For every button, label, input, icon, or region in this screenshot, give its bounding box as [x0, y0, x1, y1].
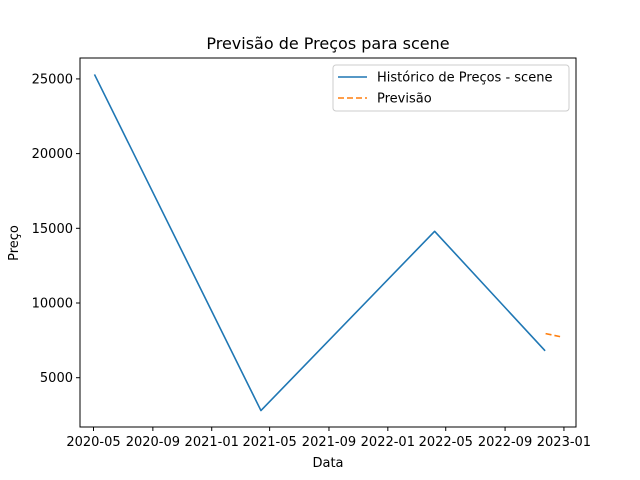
legend-label: Histórico de Preços - scene	[377, 71, 552, 86]
x-tick-label: 2022-09	[478, 435, 532, 450]
legend-box	[332, 64, 570, 112]
y-axis-label: Preço	[7, 225, 22, 261]
y-tick-label: 25000	[32, 72, 73, 87]
legend-label: Previsão	[377, 92, 432, 107]
y-axis-ticks: 5000 10000 15000 20000 25000	[32, 72, 80, 386]
y-tick-label: 10000	[32, 297, 73, 312]
x-tick-label: 2023-01	[537, 435, 591, 450]
legend: Histórico de Preços - scene Previsão	[332, 64, 570, 112]
x-tick-label: 2022-05	[419, 435, 473, 450]
y-tick-label: 15000	[32, 222, 73, 237]
x-tick-label: 2020-09	[126, 435, 180, 450]
x-axis-ticks: 2020-05 2020-09 2021-01 2021-05 2021-09 2022-…	[66, 427, 591, 450]
y-tick-label: 5000	[40, 371, 73, 386]
x-tick-label: 2021-05	[242, 435, 296, 450]
x-axis-label: Data	[312, 456, 343, 471]
x-tick-label: 2021-01	[185, 435, 239, 450]
y-tick-label: 20000	[32, 147, 73, 162]
x-tick-label: 2021-09	[302, 435, 356, 450]
series-line-1	[545, 332, 561, 338]
series-layer	[93, 74, 561, 412]
series-line-0	[93, 74, 546, 412]
plot-frame	[79, 57, 577, 428]
x-tick-label: 2020-05	[66, 435, 120, 450]
chart-title: Previsão de Preços para scene	[206, 34, 449, 53]
plot-area	[80, 58, 576, 427]
x-tick-label: 2022-01	[361, 435, 415, 450]
